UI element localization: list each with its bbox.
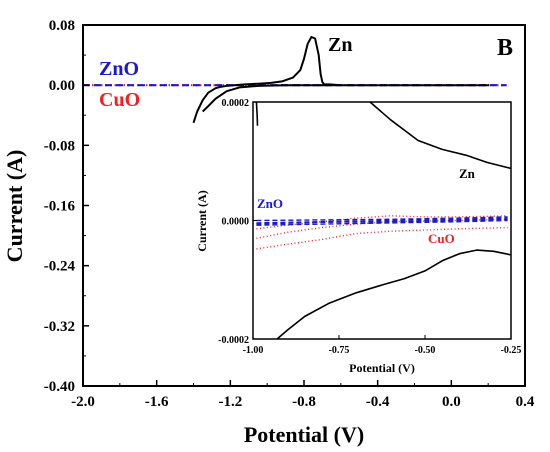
- zn-peak-annotation: Zn: [328, 34, 352, 56]
- zno-series-label: ZnO: [99, 58, 139, 80]
- inset-cuo-label: CuO: [428, 231, 455, 246]
- main-x-tick-label: -0.8: [292, 394, 316, 410]
- inset-series-zn: [255, 101, 259, 126]
- main-y-tick-label: 0.00: [49, 78, 75, 94]
- inset-plot-lines: [255, 101, 512, 340]
- main-y-axis-label: Current (A): [2, 150, 27, 263]
- inset-series-zn: [369, 101, 512, 170]
- main-y-tick-label: 0.08: [49, 18, 75, 34]
- inset-zn-label: Zn: [459, 166, 476, 181]
- inset-chart: -1.00 -0.75 -0.50 -0.25 0.0002 0.0000 -0.0002…: [195, 98, 521, 375]
- inset-x-tick-label: -0.25: [501, 345, 522, 356]
- main-x-ticks: -2.0 -1.6 -1.2 -0.8 -0.4 0.0 0.4: [71, 380, 535, 410]
- inset-series-zno: [256, 217, 508, 224]
- main-x-tick-label: -0.4: [366, 394, 390, 410]
- inset-y-tick-label: 0.0002: [222, 98, 250, 109]
- inset-series-zno: [256, 218, 508, 225]
- main-y-tick-label: -0.08: [44, 138, 75, 154]
- inset-x-tick-label: -0.75: [329, 345, 350, 356]
- main-y-tick-label: -0.40: [44, 379, 75, 395]
- main-y-tick-label: -0.16: [44, 199, 76, 215]
- inset-x-tick-label: -1.00: [243, 345, 264, 356]
- inset-y-axis-label: Current (A): [195, 190, 209, 251]
- inset-y-tick-label: 0.0000: [222, 217, 250, 228]
- inset-x-axis-label: Potential (V): [349, 361, 415, 375]
- inset-x-tick-label: -0.50: [415, 345, 436, 356]
- main-y-tick-label: -0.24: [44, 259, 76, 275]
- main-plot-lines: [83, 36, 507, 124]
- main-series-zn: [192, 36, 490, 124]
- inset-zno-label: ZnO: [257, 196, 283, 211]
- main-y-tick-label: -0.32: [44, 319, 75, 335]
- cuo-series-label: CuO: [99, 89, 140, 111]
- inset-series-zn: [276, 249, 512, 340]
- inset-x-ticks: -1.00 -0.75 -0.50 -0.25: [243, 335, 522, 356]
- main-y-ticks: 0.08 0.00 -0.08 -0.16 -0.24 -0.32 -0.40: [44, 18, 89, 395]
- main-x-axis-label: Potential (V): [244, 422, 364, 447]
- main-x-tick-label: -2.0: [71, 394, 95, 410]
- main-x-tick-label: 0.0: [442, 394, 461, 410]
- inset-series-zno: [256, 219, 508, 226]
- main-x-tick-label: -1.6: [145, 394, 169, 410]
- main-x-tick-label: 0.4: [516, 394, 535, 410]
- inset-series-zno: [256, 216, 508, 222]
- panel-label: B: [497, 35, 513, 61]
- inset-y-tick-label: -0.0002: [218, 335, 249, 346]
- main-x-tick-label: -1.2: [218, 394, 242, 410]
- inset-y-ticks: 0.0002 0.0000 -0.0002: [218, 98, 257, 346]
- main-chart: -2.0 -1.6 -1.2 -0.8 -0.4 0.0 0.4 0.08 0.00 -0.08…: [2, 18, 535, 447]
